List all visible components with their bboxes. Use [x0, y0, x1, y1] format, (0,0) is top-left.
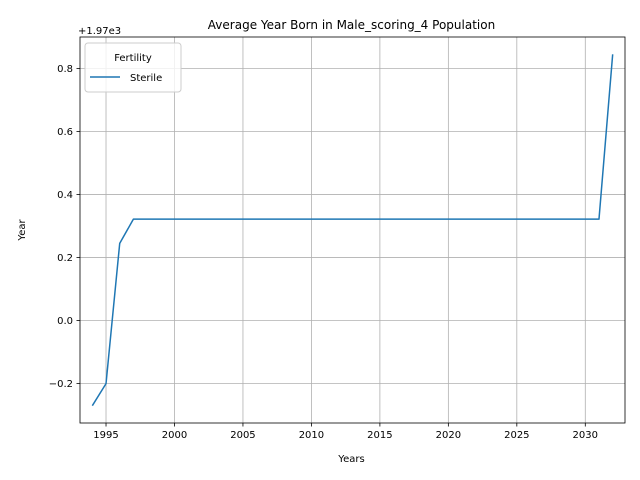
y-axis-label: Year	[17, 219, 28, 242]
axis-ticks: 1995 2000 2005 2010 2015 2020 2025 2030 −0.2 0.0 0…	[49, 64, 598, 441]
x-tick-label: 2025	[504, 430, 529, 441]
x-tick-label: 1995	[93, 430, 118, 441]
series-layer	[91, 54, 614, 407]
legend-box	[84, 42, 182, 93]
series-line-sterile	[91, 54, 614, 407]
x-tick-label: 2020	[436, 430, 461, 441]
y-tick-label: −0.2	[49, 379, 73, 390]
y-tick-label: 0.8	[57, 64, 73, 75]
x-tick-label: 2010	[299, 430, 324, 441]
legend-title: Fertility	[114, 53, 152, 64]
y-tick-label: 0.4	[57, 190, 73, 201]
y-tick-label: 0.6	[57, 127, 73, 138]
y-offset-label: +1.97e3	[78, 26, 121, 37]
x-tick-label: 2030	[573, 430, 598, 441]
chart-title: Average Year Born in Male_scoring_4 Popu…	[208, 18, 495, 32]
y-tick-label: 0.2	[57, 253, 73, 264]
legend: Fertility Sterile	[84, 42, 182, 93]
legend-label-sterile: Sterile	[130, 73, 162, 84]
y-tick-label: 0.0	[57, 316, 73, 327]
plot-frame	[79, 36, 626, 424]
x-tick-label: 2000	[162, 430, 187, 441]
grid	[80, 37, 625, 423]
x-axis-label: Years	[337, 454, 364, 465]
x-tick-label: 2015	[367, 430, 392, 441]
x-tick-label: 2005	[230, 430, 255, 441]
